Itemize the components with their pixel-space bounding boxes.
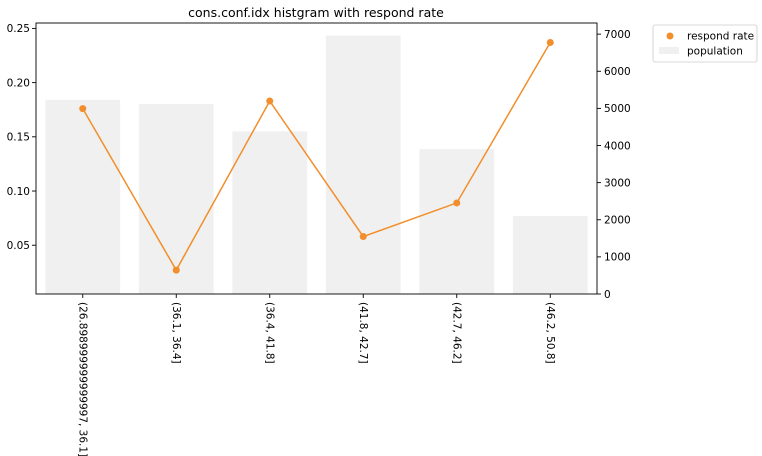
population-bar: [512, 216, 588, 294]
respond-rate-point: [453, 199, 461, 207]
respond-rate-point: [266, 97, 274, 105]
legend: respond rate population: [652, 24, 758, 63]
legend-label-respond-rate: respond rate: [687, 31, 754, 43]
left-tick-label: 0.25: [7, 23, 30, 35]
population-bar: [138, 103, 214, 294]
respond-rate-series: [79, 39, 554, 274]
x-tick-label: (36.1, 36.4]: [170, 302, 182, 364]
population-bar: [232, 131, 308, 294]
population-bar: [419, 149, 495, 294]
right-tick-label: 7000: [604, 29, 631, 41]
axes: 0.05 0.10 0.15 0.20 0.25 0 1000 2000 3000 4000 500…: [7, 22, 631, 456]
right-tick-label: 1000: [604, 252, 631, 264]
x-tick-label: (26.898999999999997, 36.1]: [76, 302, 88, 456]
population-bars: [45, 35, 588, 294]
respond-rate-point: [546, 39, 554, 47]
x-tick-label: (46.2, 50.8]: [544, 302, 556, 364]
population-bar: [45, 99, 121, 294]
x-tick-label: (42.7, 46.2]: [450, 302, 462, 364]
left-tick-label: 0.20: [7, 77, 30, 89]
respond-rate-point: [359, 233, 367, 241]
chart-title: cons.conf.idx histgram with respond rate: [188, 5, 444, 20]
x-tick-label: (41.8, 42.7]: [357, 302, 369, 364]
right-tick-label: 6000: [604, 66, 631, 78]
right-tick-label: 5000: [604, 103, 631, 115]
legend-marker-respond-rate: [666, 32, 674, 40]
left-tick-label: 0.15: [7, 132, 30, 144]
right-tick-label: 0: [604, 289, 611, 301]
respond-rate-point: [172, 266, 180, 274]
population-bar: [325, 35, 401, 294]
respond-rate-point: [79, 105, 87, 113]
left-tick-label: 0.10: [7, 186, 30, 198]
right-tick-label: 2000: [604, 215, 631, 227]
respond-rate-line: [82, 42, 551, 272]
right-tick-label: 4000: [604, 140, 631, 152]
x-tick-label: (36.4, 41.8]: [263, 302, 275, 364]
legend-marker-population: [659, 47, 679, 54]
plot-frame: [35, 22, 598, 295]
legend-label-population: population: [687, 46, 743, 58]
right-tick-label: 3000: [604, 177, 631, 189]
left-tick-label: 0.05: [7, 240, 30, 252]
